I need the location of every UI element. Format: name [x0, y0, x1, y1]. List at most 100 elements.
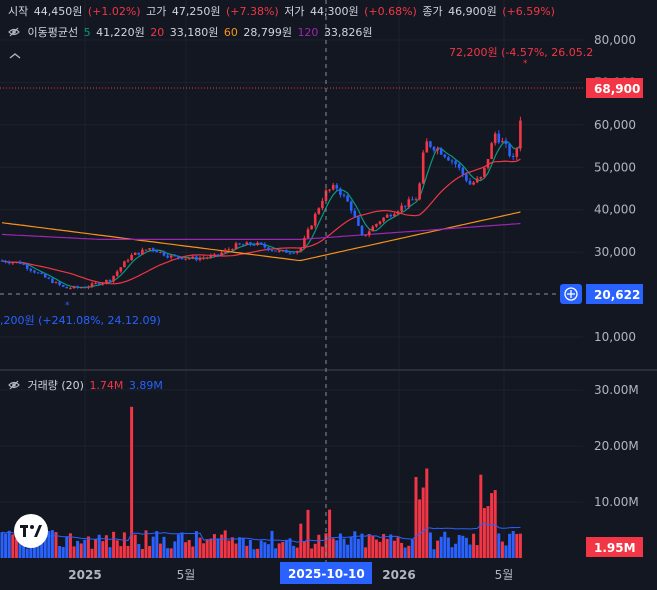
- candle-body: [25, 264, 29, 269]
- candle-body: [231, 249, 234, 251]
- close-value: 46,900원: [448, 5, 497, 18]
- volume-bar: [310, 548, 314, 558]
- volume-bar: [461, 535, 465, 558]
- volume-bar: [450, 547, 454, 558]
- candle-body: [51, 278, 54, 283]
- volume-bar: [104, 535, 108, 558]
- high-marker-icon: *: [523, 59, 528, 69]
- candle-body: [439, 148, 443, 155]
- volume-bar: [108, 547, 112, 558]
- volume-bar: [367, 534, 371, 558]
- candle-body: [515, 148, 519, 157]
- volume-bar: [508, 533, 512, 558]
- candle-body: [148, 248, 151, 250]
- price-tick-label: 80,000: [594, 33, 636, 47]
- price-tick-label: 10,000: [594, 330, 636, 344]
- candle-body: [400, 205, 403, 212]
- volume-bar: [360, 533, 364, 558]
- volume-bar: [425, 468, 429, 558]
- volume-bar: [169, 548, 173, 558]
- volume-bar: [374, 539, 378, 558]
- candle-body: [295, 251, 299, 253]
- volume-bar: [356, 538, 360, 558]
- candle-body: [263, 244, 267, 248]
- candle-body: [331, 184, 335, 190]
- volume-bar: [414, 476, 418, 558]
- volume-bar: [162, 536, 166, 558]
- volume-bar: [25, 548, 29, 558]
- candle-body: [83, 287, 87, 289]
- candle-body: [209, 255, 213, 258]
- candle-body: [61, 285, 65, 287]
- candle-body: [519, 120, 522, 149]
- candle-body: [7, 262, 11, 264]
- candle-body: [457, 164, 461, 168]
- volume-bar: [475, 545, 479, 558]
- candle-body: [317, 208, 321, 214]
- eye-icon[interactable]: [8, 379, 20, 391]
- ma20-value: 33,180원: [169, 26, 219, 39]
- volume-bar: [115, 540, 119, 558]
- candle-body: [0, 260, 4, 262]
- volume-bar: [338, 533, 342, 558]
- candle-body: [18, 261, 22, 264]
- candle-body: [245, 242, 249, 245]
- volume-bar: [209, 538, 213, 558]
- candles: [0, 116, 522, 290]
- volume-ma-value: 3.89M: [128, 379, 163, 392]
- volume-bar: [22, 537, 26, 558]
- tradingview-logo-icon[interactable]: [14, 514, 48, 548]
- candle-body: [220, 252, 223, 256]
- candle-body: [375, 223, 378, 227]
- high-annotation: 72,200원 (-4.57%, 26.05.2: [449, 46, 593, 59]
- candle-body: [504, 141, 508, 144]
- volume-bar: [364, 547, 368, 558]
- volume-bar: [140, 549, 144, 558]
- candle-body: [105, 279, 108, 283]
- volume-bar: [54, 532, 58, 558]
- volume-bar: [122, 532, 126, 558]
- volume-bar: [40, 543, 44, 558]
- volume-bar: [79, 543, 83, 558]
- candle-body: [313, 213, 317, 226]
- volume-bar: [353, 531, 357, 558]
- eye-icon[interactable]: [8, 26, 20, 38]
- candle-body: [403, 205, 407, 207]
- volume-bar: [238, 537, 242, 558]
- volume-bar: [263, 542, 267, 558]
- volume-bar: [292, 545, 296, 558]
- ma5-period: 5: [83, 26, 91, 39]
- volume-bar: [137, 544, 141, 558]
- candle-body: [389, 214, 393, 217]
- candle-body: [349, 201, 353, 211]
- volume-bar: [511, 531, 515, 558]
- volume-bar: [90, 548, 94, 558]
- candle-body: [144, 249, 148, 251]
- plus-circle-ring: [564, 287, 578, 301]
- volume-bar: [191, 546, 195, 558]
- candle-body: [202, 257, 205, 259]
- volume-bar: [202, 543, 206, 558]
- volume-bar: [421, 487, 425, 558]
- time-tick-label: 5월: [177, 568, 196, 582]
- candle-body: [267, 247, 270, 251]
- candle-body: [414, 199, 418, 201]
- low-label: 저가: [284, 5, 305, 18]
- candle-body: [407, 199, 411, 207]
- chevron-up-icon: [9, 53, 21, 59]
- price-tick-label: 60,000: [594, 118, 636, 132]
- crosshair-price-label: 20,622: [594, 288, 640, 302]
- volume-bar: [295, 547, 299, 558]
- volume-bar: [418, 499, 422, 558]
- volume-bar: [47, 531, 51, 558]
- volume-bar: [205, 539, 209, 558]
- candle-body: [432, 146, 436, 151]
- candle-body: [94, 283, 97, 285]
- collapse-legend-button[interactable]: [8, 46, 22, 59]
- volume-bar: [119, 546, 123, 558]
- candle-body: [328, 189, 331, 191]
- high-label: 고가: [146, 5, 167, 18]
- time-tick-label: 2025: [68, 568, 101, 582]
- volume-bar: [479, 474, 483, 558]
